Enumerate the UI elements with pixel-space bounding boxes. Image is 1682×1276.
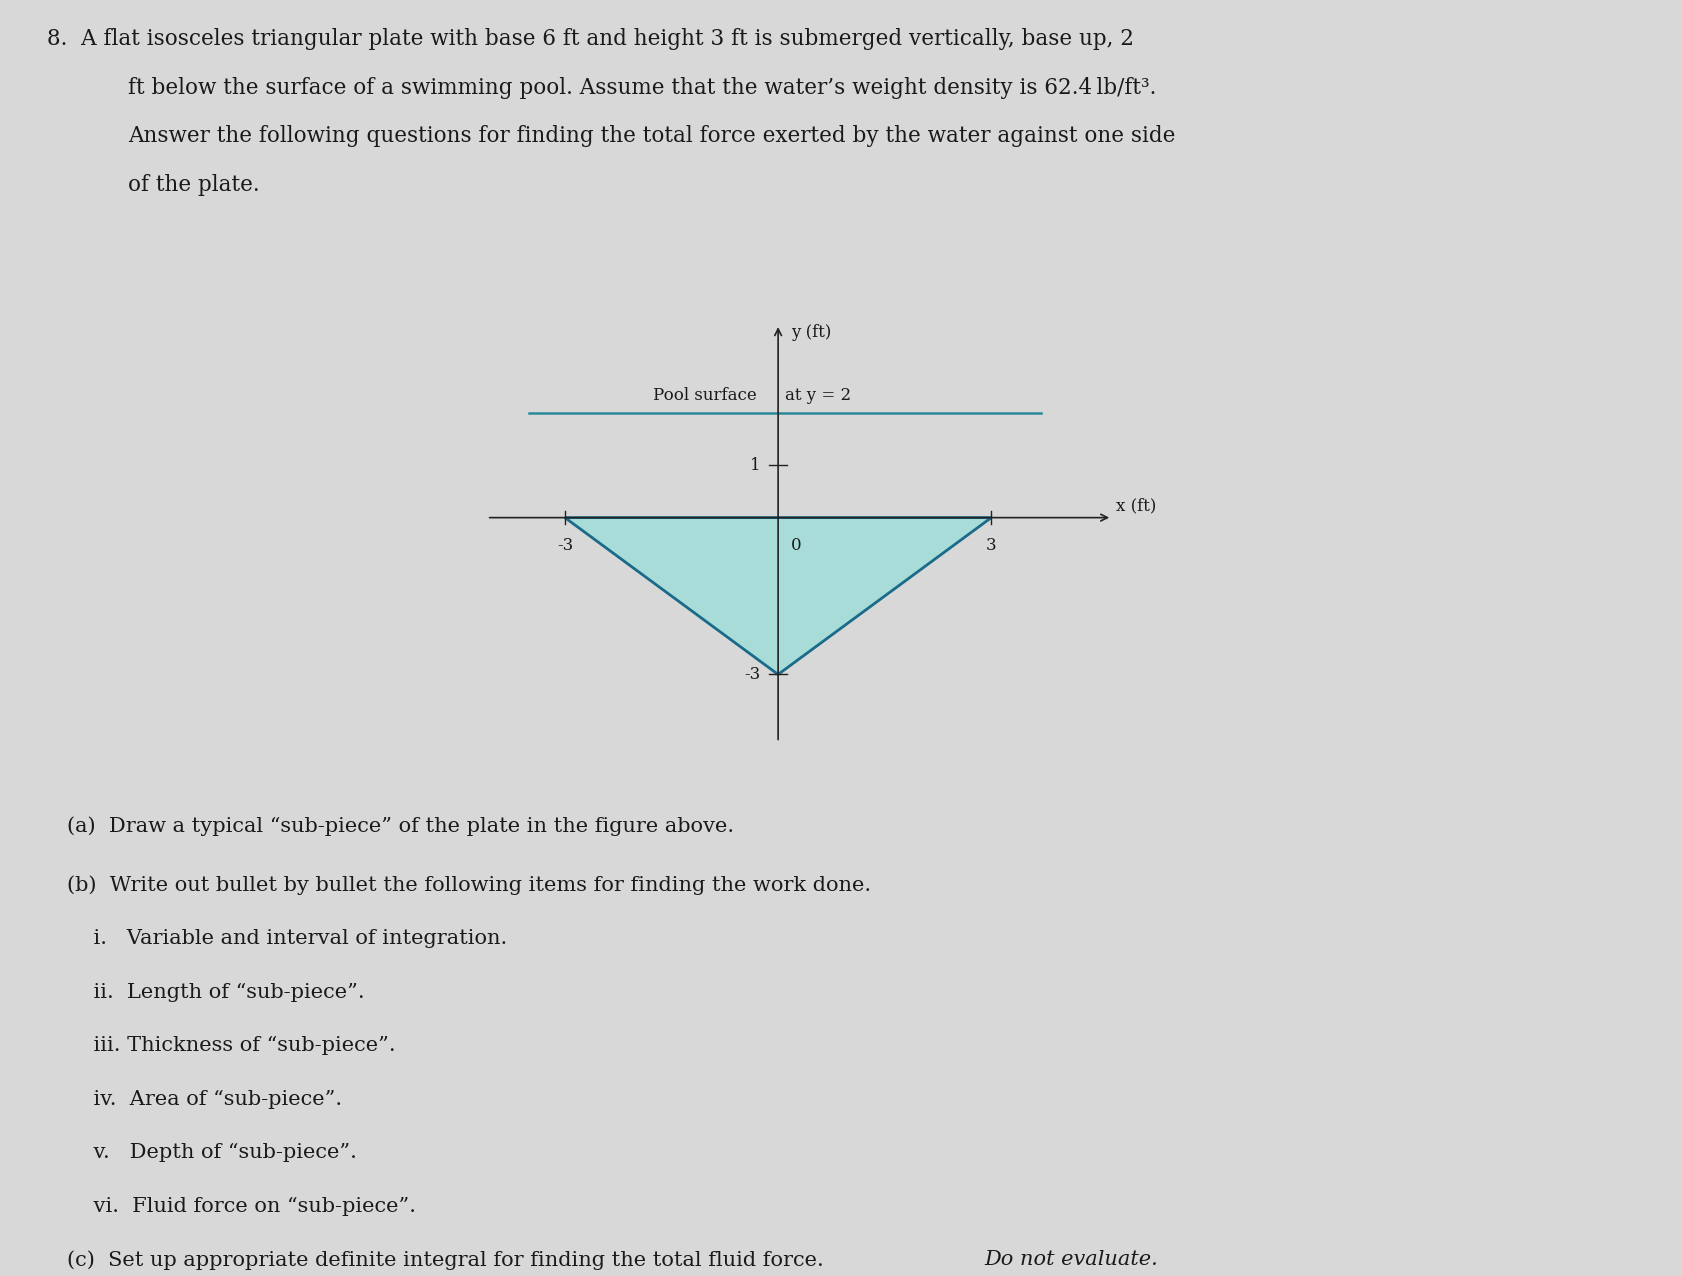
Text: 3: 3 [986, 537, 996, 555]
Text: Answer the following questions for finding the total force exerted by the water : Answer the following questions for findi… [128, 125, 1174, 147]
Text: 8.  A flat isosceles triangular plate with base 6 ft and height 3 ft is submerge: 8. A flat isosceles triangular plate wit… [47, 28, 1134, 50]
Text: (c)  Set up appropriate definite integral for finding the total fluid force.: (c) Set up appropriate definite integral… [67, 1250, 838, 1270]
Text: (b)  Write out bullet by bullet the following items for finding the work done.: (b) Write out bullet by bullet the follo… [67, 875, 871, 894]
Text: ii.  Length of “sub-piece”.: ii. Length of “sub-piece”. [67, 983, 365, 1002]
Text: -3: -3 [557, 537, 572, 555]
Polygon shape [565, 518, 991, 675]
Text: 1: 1 [748, 457, 760, 473]
Text: (a)  Draw a typical “sub-piece” of the plate in the figure above.: (a) Draw a typical “sub-piece” of the pl… [67, 817, 733, 836]
Text: ft below the surface of a swimming pool. Assume that the water’s weight density : ft below the surface of a swimming pool.… [128, 77, 1156, 98]
Text: Do not evaluate.: Do not evaluate. [984, 1250, 1157, 1270]
Text: x (ft): x (ft) [1115, 498, 1156, 514]
Text: i.   Variable and interval of integration.: i. Variable and interval of integration. [67, 929, 508, 948]
Text: vi.  Fluid force on “sub-piece”.: vi. Fluid force on “sub-piece”. [67, 1197, 415, 1216]
Text: y (ft): y (ft) [791, 324, 831, 341]
Text: Pool surface: Pool surface [653, 387, 757, 403]
Text: 0: 0 [791, 537, 801, 555]
Text: of the plate.: of the plate. [128, 174, 259, 195]
Text: iii. Thickness of “sub-piece”.: iii. Thickness of “sub-piece”. [67, 1036, 395, 1055]
Text: at y = 2: at y = 2 [785, 387, 851, 403]
Text: -3: -3 [743, 666, 760, 683]
Text: v.   Depth of “sub-piece”.: v. Depth of “sub-piece”. [67, 1143, 357, 1162]
Text: iv.  Area of “sub-piece”.: iv. Area of “sub-piece”. [67, 1090, 341, 1109]
